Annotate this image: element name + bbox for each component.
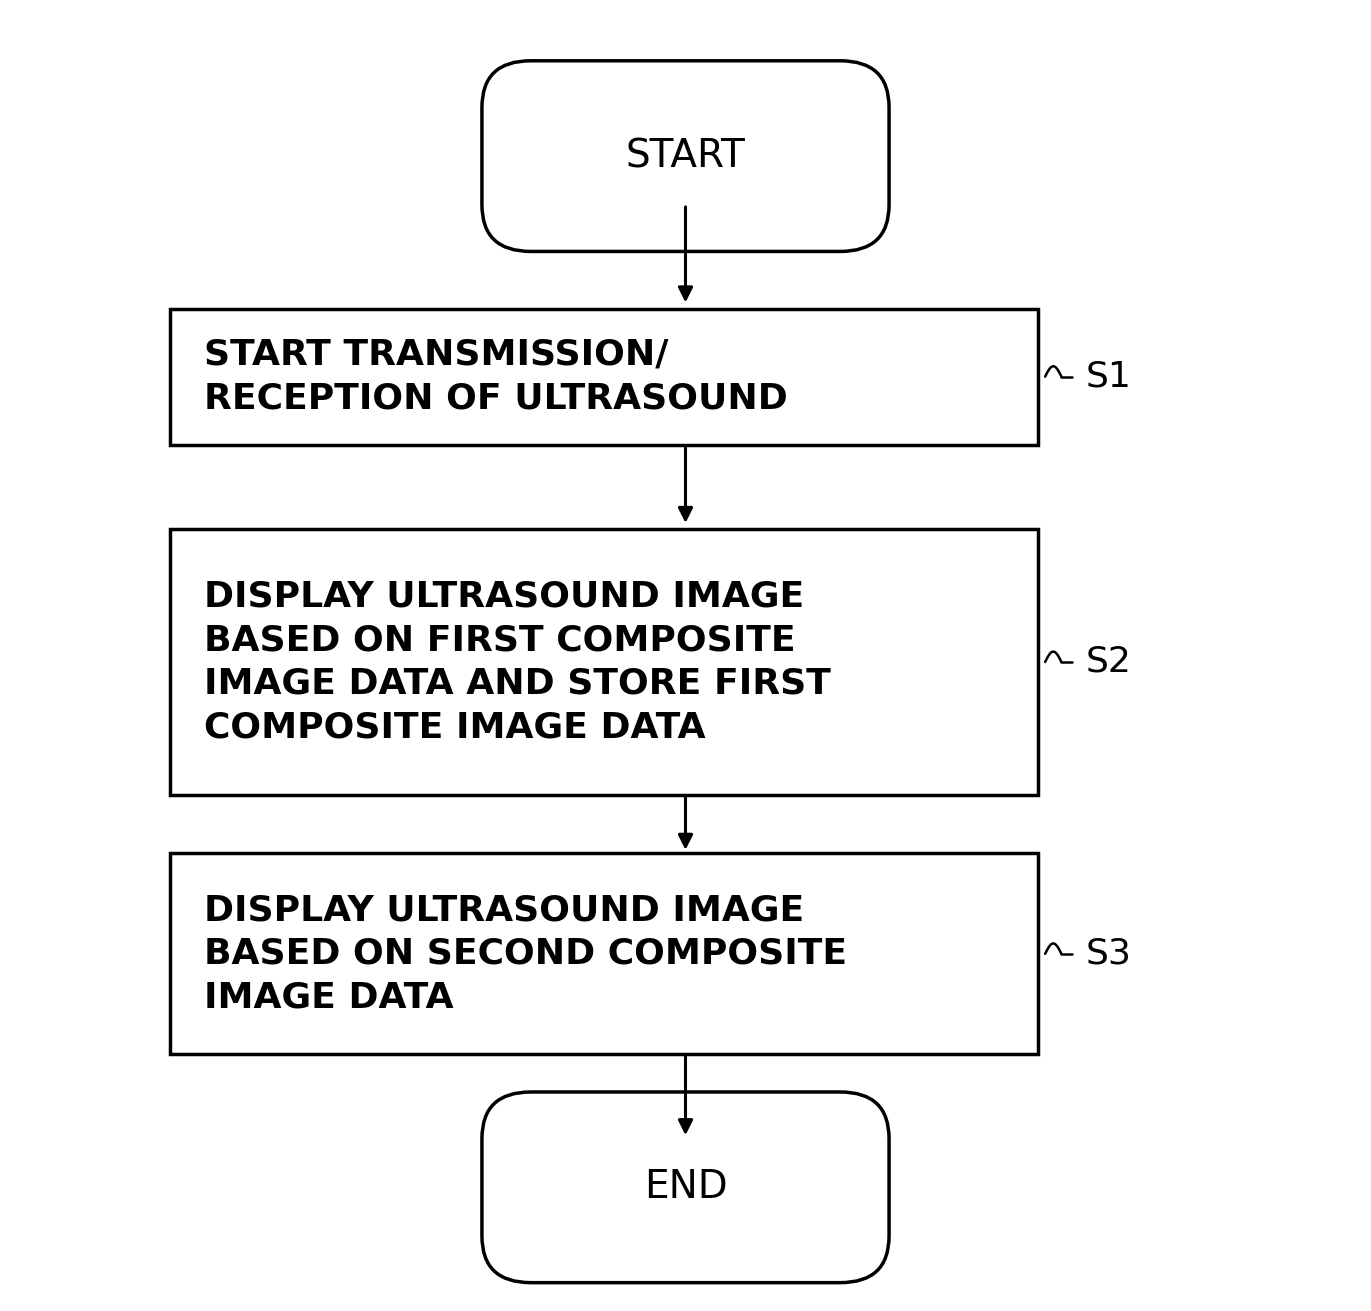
FancyBboxPatch shape	[483, 60, 888, 252]
Text: DISPLAY ULTRASOUND IMAGE
BASED ON SECOND COMPOSITE
IMAGE DATA: DISPLAY ULTRASOUND IMAGE BASED ON SECOND…	[204, 893, 847, 1015]
Text: END: END	[644, 1168, 727, 1206]
Text: START TRANSMISSION/
RECEPTION OF ULTRASOUND: START TRANSMISSION/ RECEPTION OF ULTRASO…	[204, 338, 787, 416]
FancyBboxPatch shape	[483, 1092, 888, 1282]
Bar	[170, 308, 1038, 444]
Bar	[170, 853, 1038, 1054]
Bar	[170, 530, 1038, 794]
Text: S1: S1	[1086, 359, 1131, 393]
Text: DISPLAY ULTRASOUND IMAGE
BASED ON FIRST COMPOSITE
IMAGE DATA AND STORE FIRST
COM: DISPLAY ULTRASOUND IMAGE BASED ON FIRST …	[204, 579, 831, 745]
Text: S3: S3	[1086, 937, 1131, 971]
Text: S2: S2	[1086, 645, 1131, 679]
Text: START: START	[625, 138, 746, 176]
